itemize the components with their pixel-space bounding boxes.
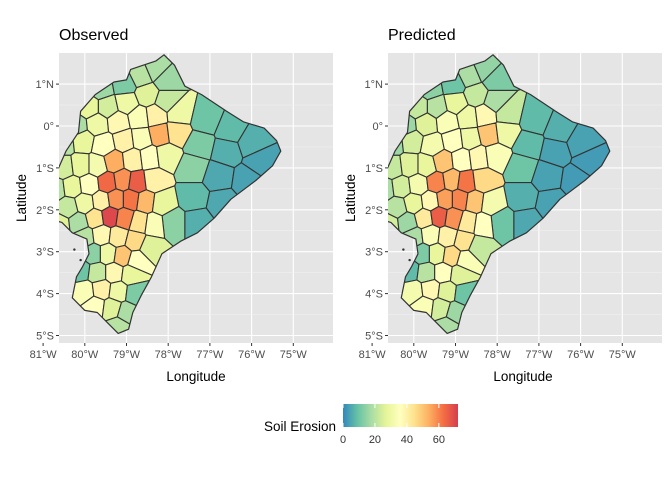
- y-ticks-observed: 1°N 0° 1°S 2°S 3°S 4°S 5°S: [36, 79, 59, 343]
- y-tick-label: 0°: [372, 121, 383, 133]
- y-axis-title-observed: Latitude: [14, 174, 29, 222]
- legend: Soil Erosion 0 20 40 60: [264, 404, 458, 446]
- y-tick-label: 2°S: [365, 205, 383, 217]
- x-axis-title-observed: Longitude: [166, 369, 225, 384]
- x-tick-label: 79°W: [442, 349, 470, 361]
- x-tick-label: 77°W: [525, 349, 553, 361]
- region: [121, 147, 144, 173]
- y-tick-label: 1°N: [36, 79, 55, 91]
- region: [473, 211, 495, 239]
- x-tick-label: 78°W: [484, 349, 512, 361]
- region: [476, 122, 499, 148]
- y-ticks-predicted: 1°N 0° 1°S 2°S 3°S 4°S 5°S: [365, 79, 388, 343]
- island: [402, 248, 405, 251]
- x-tick-label: 81°W: [30, 349, 58, 361]
- panel-title-predicted: Predicted: [388, 27, 456, 44]
- panel-predicted: Predicted 1°N 0° 1°S 2°S 3°S 4°S 5°S 81°W 80°W 7…: [343, 27, 662, 384]
- x-tick-label: 75°W: [609, 349, 637, 361]
- legend-title: Soil Erosion: [264, 419, 336, 434]
- x-tick-label: 79°W: [113, 349, 141, 361]
- x-axis-title-predicted: Longitude: [493, 369, 552, 384]
- y-tick-label: 4°S: [365, 289, 383, 301]
- x-tick-label: 80°W: [71, 349, 99, 361]
- x-tick-label: 80°W: [400, 349, 428, 361]
- x-tick-label: 76°W: [238, 349, 266, 361]
- region: [399, 152, 419, 179]
- region: [420, 224, 441, 247]
- region: [465, 189, 485, 215]
- region: [450, 147, 473, 173]
- region: [434, 261, 453, 284]
- legend-tick-label: 40: [401, 434, 413, 446]
- y-tick-label: 1°S: [36, 163, 54, 175]
- y-tick-label: 2°S: [36, 205, 54, 217]
- x-tick-label: 76°W: [567, 349, 595, 361]
- x-tick-label: 77°W: [196, 349, 224, 361]
- region: [70, 152, 90, 179]
- y-tick-label: 1°S: [365, 163, 383, 175]
- country-outline: [59, 54, 282, 334]
- island: [408, 258, 411, 262]
- region: [147, 122, 170, 148]
- panel-observed: Observed 1°N 0° 1°S 2°S 3°S 4°S 5°S 81°W 80°W 79…: [14, 27, 333, 384]
- x-ticks-observed: 81°W 80°W 79°W 78°W 77°W 76°W 75°W: [30, 343, 308, 361]
- island: [79, 258, 82, 262]
- y-tick-label: 4°S: [36, 289, 54, 301]
- legend-tick-label: 60: [433, 434, 445, 446]
- region: [144, 211, 166, 239]
- region: [91, 224, 112, 247]
- region: [105, 261, 124, 284]
- x-tick-label: 78°W: [155, 349, 183, 361]
- legend-colorbar: [343, 404, 458, 427]
- y-tick-label: 0°: [43, 121, 54, 133]
- legend-ticks: 0 20 40 60: [340, 404, 445, 446]
- region: [128, 169, 147, 194]
- island: [73, 248, 76, 251]
- legend-tick-label: 0: [340, 434, 346, 446]
- y-tick-label: 1°N: [365, 79, 384, 91]
- y-tick-label: 3°S: [365, 247, 383, 259]
- y-tick-label: 3°S: [36, 247, 54, 259]
- country-outline: [388, 54, 611, 334]
- legend-tick-label: 20: [369, 434, 381, 446]
- region: [136, 189, 156, 215]
- y-tick-label: 5°S: [365, 331, 383, 343]
- region: [457, 169, 476, 194]
- y-tick-label: 5°S: [36, 331, 54, 343]
- panel-title-observed: Observed: [59, 27, 128, 44]
- x-tick-label: 81°W: [359, 349, 387, 361]
- x-tick-label: 75°W: [280, 349, 308, 361]
- y-axis-title-predicted: Latitude: [343, 174, 358, 222]
- x-ticks-predicted: 81°W 80°W 79°W 78°W 77°W 76°W 75°W: [359, 343, 637, 361]
